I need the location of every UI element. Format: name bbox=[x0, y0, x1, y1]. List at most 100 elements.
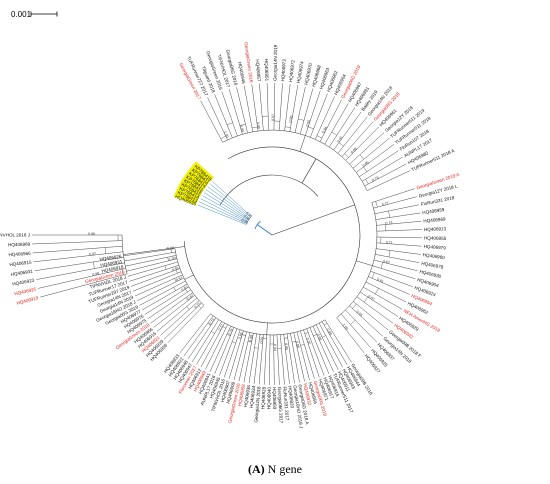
bootstrap-label: 0.91 bbox=[245, 211, 253, 219]
subclade-arc-upper-right-12 bbox=[285, 126, 291, 128]
backbone-link bbox=[301, 158, 317, 184]
bootstrap-label: 0.94 bbox=[321, 126, 328, 134]
leaf-label: HQ406913 bbox=[424, 226, 447, 232]
branch-bottom-20 bbox=[253, 334, 261, 384]
branch-highlighted-0 bbox=[197, 204, 247, 225]
clade-stem-right bbox=[356, 260, 373, 266]
subclade-arc-bottom-2 bbox=[322, 335, 326, 338]
clade-arc-right bbox=[336, 202, 378, 318]
subclade-arc-upper-right-26 bbox=[359, 154, 364, 160]
subclade-arc-right-12 bbox=[371, 272, 375, 279]
branch-upper-right-31 bbox=[364, 163, 407, 187]
branch-bottom-32 bbox=[196, 321, 222, 365]
subclade-arc-highlighted-2 bbox=[236, 215, 238, 217]
branch-right-10 bbox=[373, 259, 418, 272]
branch-upper-right-24 bbox=[341, 121, 374, 157]
branch-upper-right-18 bbox=[315, 96, 335, 140]
branch-highlighted-3 bbox=[202, 195, 248, 222]
branch-bottom-22 bbox=[243, 333, 254, 383]
branch-lower-left-2 bbox=[160, 300, 200, 336]
branch-upper-right-2 bbox=[214, 94, 233, 138]
branch-bottom-14 bbox=[280, 334, 285, 385]
figure-caption: (A) N gene bbox=[0, 462, 550, 477]
highlight-box bbox=[184, 171, 207, 190]
bootstrap-label: 0.77 bbox=[218, 323, 225, 331]
leaf-label: HQ406973 bbox=[280, 59, 287, 82]
branch-bottom-36 bbox=[179, 313, 211, 354]
branch-upper-right-14 bbox=[294, 86, 306, 133]
leaf-label: HQ406934 bbox=[249, 385, 257, 408]
branch-lower-left-13 bbox=[130, 268, 180, 287]
leaf-label: HQ406907 bbox=[220, 380, 231, 403]
branch-left-outgroup-2 bbox=[36, 262, 125, 280]
bootstrap-label: 0.85 bbox=[238, 332, 244, 340]
bootstrap-label: 0.98 bbox=[316, 333, 323, 341]
branch-right-21 bbox=[340, 313, 371, 349]
subclade-arc-upper-right-18 bbox=[316, 135, 322, 139]
bootstrap-label: 0.94 bbox=[243, 214, 251, 221]
bootstrap-label: 0.57 bbox=[367, 294, 375, 301]
clade-arc-upper-right bbox=[222, 129, 368, 191]
leaf-label: HQ406951 bbox=[264, 59, 270, 82]
bootstrap-label: 0.71 bbox=[386, 241, 393, 246]
leaf-label: HQ406960 bbox=[422, 252, 445, 260]
branch-bottom-28 bbox=[214, 327, 235, 374]
branch-right-11 bbox=[372, 265, 416, 280]
branch-right-13 bbox=[368, 276, 410, 295]
branch-left-outgroup-5 bbox=[32, 245, 123, 254]
branch-bottom-16 bbox=[273, 334, 275, 385]
branch-left-outgroup-0 bbox=[40, 273, 128, 298]
leaf-label: HQ406938 bbox=[243, 384, 251, 407]
subclade-arc-bottom-26 bbox=[232, 341, 236, 344]
bootstrap-label: 0.95 bbox=[305, 119, 311, 127]
bootstrap-label: 0.97 bbox=[305, 337, 311, 345]
branch-upper-right-30 bbox=[362, 156, 403, 182]
subclade-arc-upper-right-2 bbox=[226, 122, 233, 125]
branch-bottom-0 bbox=[324, 319, 352, 363]
branch-lower-left-5 bbox=[150, 292, 193, 324]
leaf-label: Georgia06G 2017 bbox=[277, 387, 284, 424]
subclade-arc-right-2 bbox=[388, 210, 390, 218]
branch-lower-left-11 bbox=[134, 274, 183, 297]
branch-right-15 bbox=[363, 286, 403, 310]
branch-lower-left-1 bbox=[163, 302, 202, 340]
branch-bottom-23 bbox=[238, 332, 251, 382]
branch-bottom-6 bbox=[306, 328, 325, 376]
bootstrap-label: 0.89 bbox=[350, 147, 358, 155]
branch-right-0 bbox=[371, 188, 415, 203]
highlight-clade-stem bbox=[257, 224, 273, 236]
subclade-arc-bottom-0 bbox=[323, 323, 328, 326]
branch-upper-right-3 bbox=[221, 91, 238, 136]
bootstrap-label: 1.00 bbox=[168, 256, 176, 262]
leaf-label: Georgia14N 2019 bbox=[273, 44, 279, 81]
branch-upper-right-25 bbox=[345, 126, 379, 161]
subclade-arc-highlighted-4 bbox=[241, 214, 243, 217]
clade-arc-lower-left bbox=[174, 248, 205, 306]
branch-bottom-3 bbox=[315, 324, 339, 370]
leaf-label: HQ406956 bbox=[308, 382, 319, 405]
subclade-arc-bottom-32 bbox=[211, 331, 215, 334]
branch-upper-right-21 bbox=[329, 107, 356, 148]
branch-upper-right-17 bbox=[310, 93, 328, 138]
branch-upper-right-19 bbox=[319, 99, 342, 142]
branch-upper-right-16 bbox=[305, 90, 321, 136]
branch-right-8 bbox=[376, 248, 421, 255]
leaf-label: HQ406915 bbox=[9, 260, 32, 268]
leaf-label: HQ406931 bbox=[100, 259, 123, 268]
branch-bottom-17 bbox=[269, 334, 271, 385]
leaf-label: HQ406946 bbox=[237, 61, 246, 84]
subclade-arc-right-18 bbox=[352, 303, 357, 309]
branch-lower-left-9 bbox=[139, 280, 186, 306]
bootstrap-label: 0.97 bbox=[271, 114, 275, 121]
branch-highlighted-7 bbox=[210, 183, 251, 218]
subclade-arc-lower-left-2 bbox=[186, 306, 190, 310]
branch-bottom-9 bbox=[296, 331, 310, 381]
branch-lower-left-19 bbox=[123, 248, 175, 257]
branch-lower-left-7 bbox=[144, 286, 190, 315]
branch-highlighted-1 bbox=[199, 201, 247, 224]
branch-highlighted-6 bbox=[207, 186, 250, 219]
clade-stem-bottom bbox=[266, 322, 268, 335]
highlight-box bbox=[179, 179, 203, 196]
branch-right-12 bbox=[370, 271, 413, 287]
